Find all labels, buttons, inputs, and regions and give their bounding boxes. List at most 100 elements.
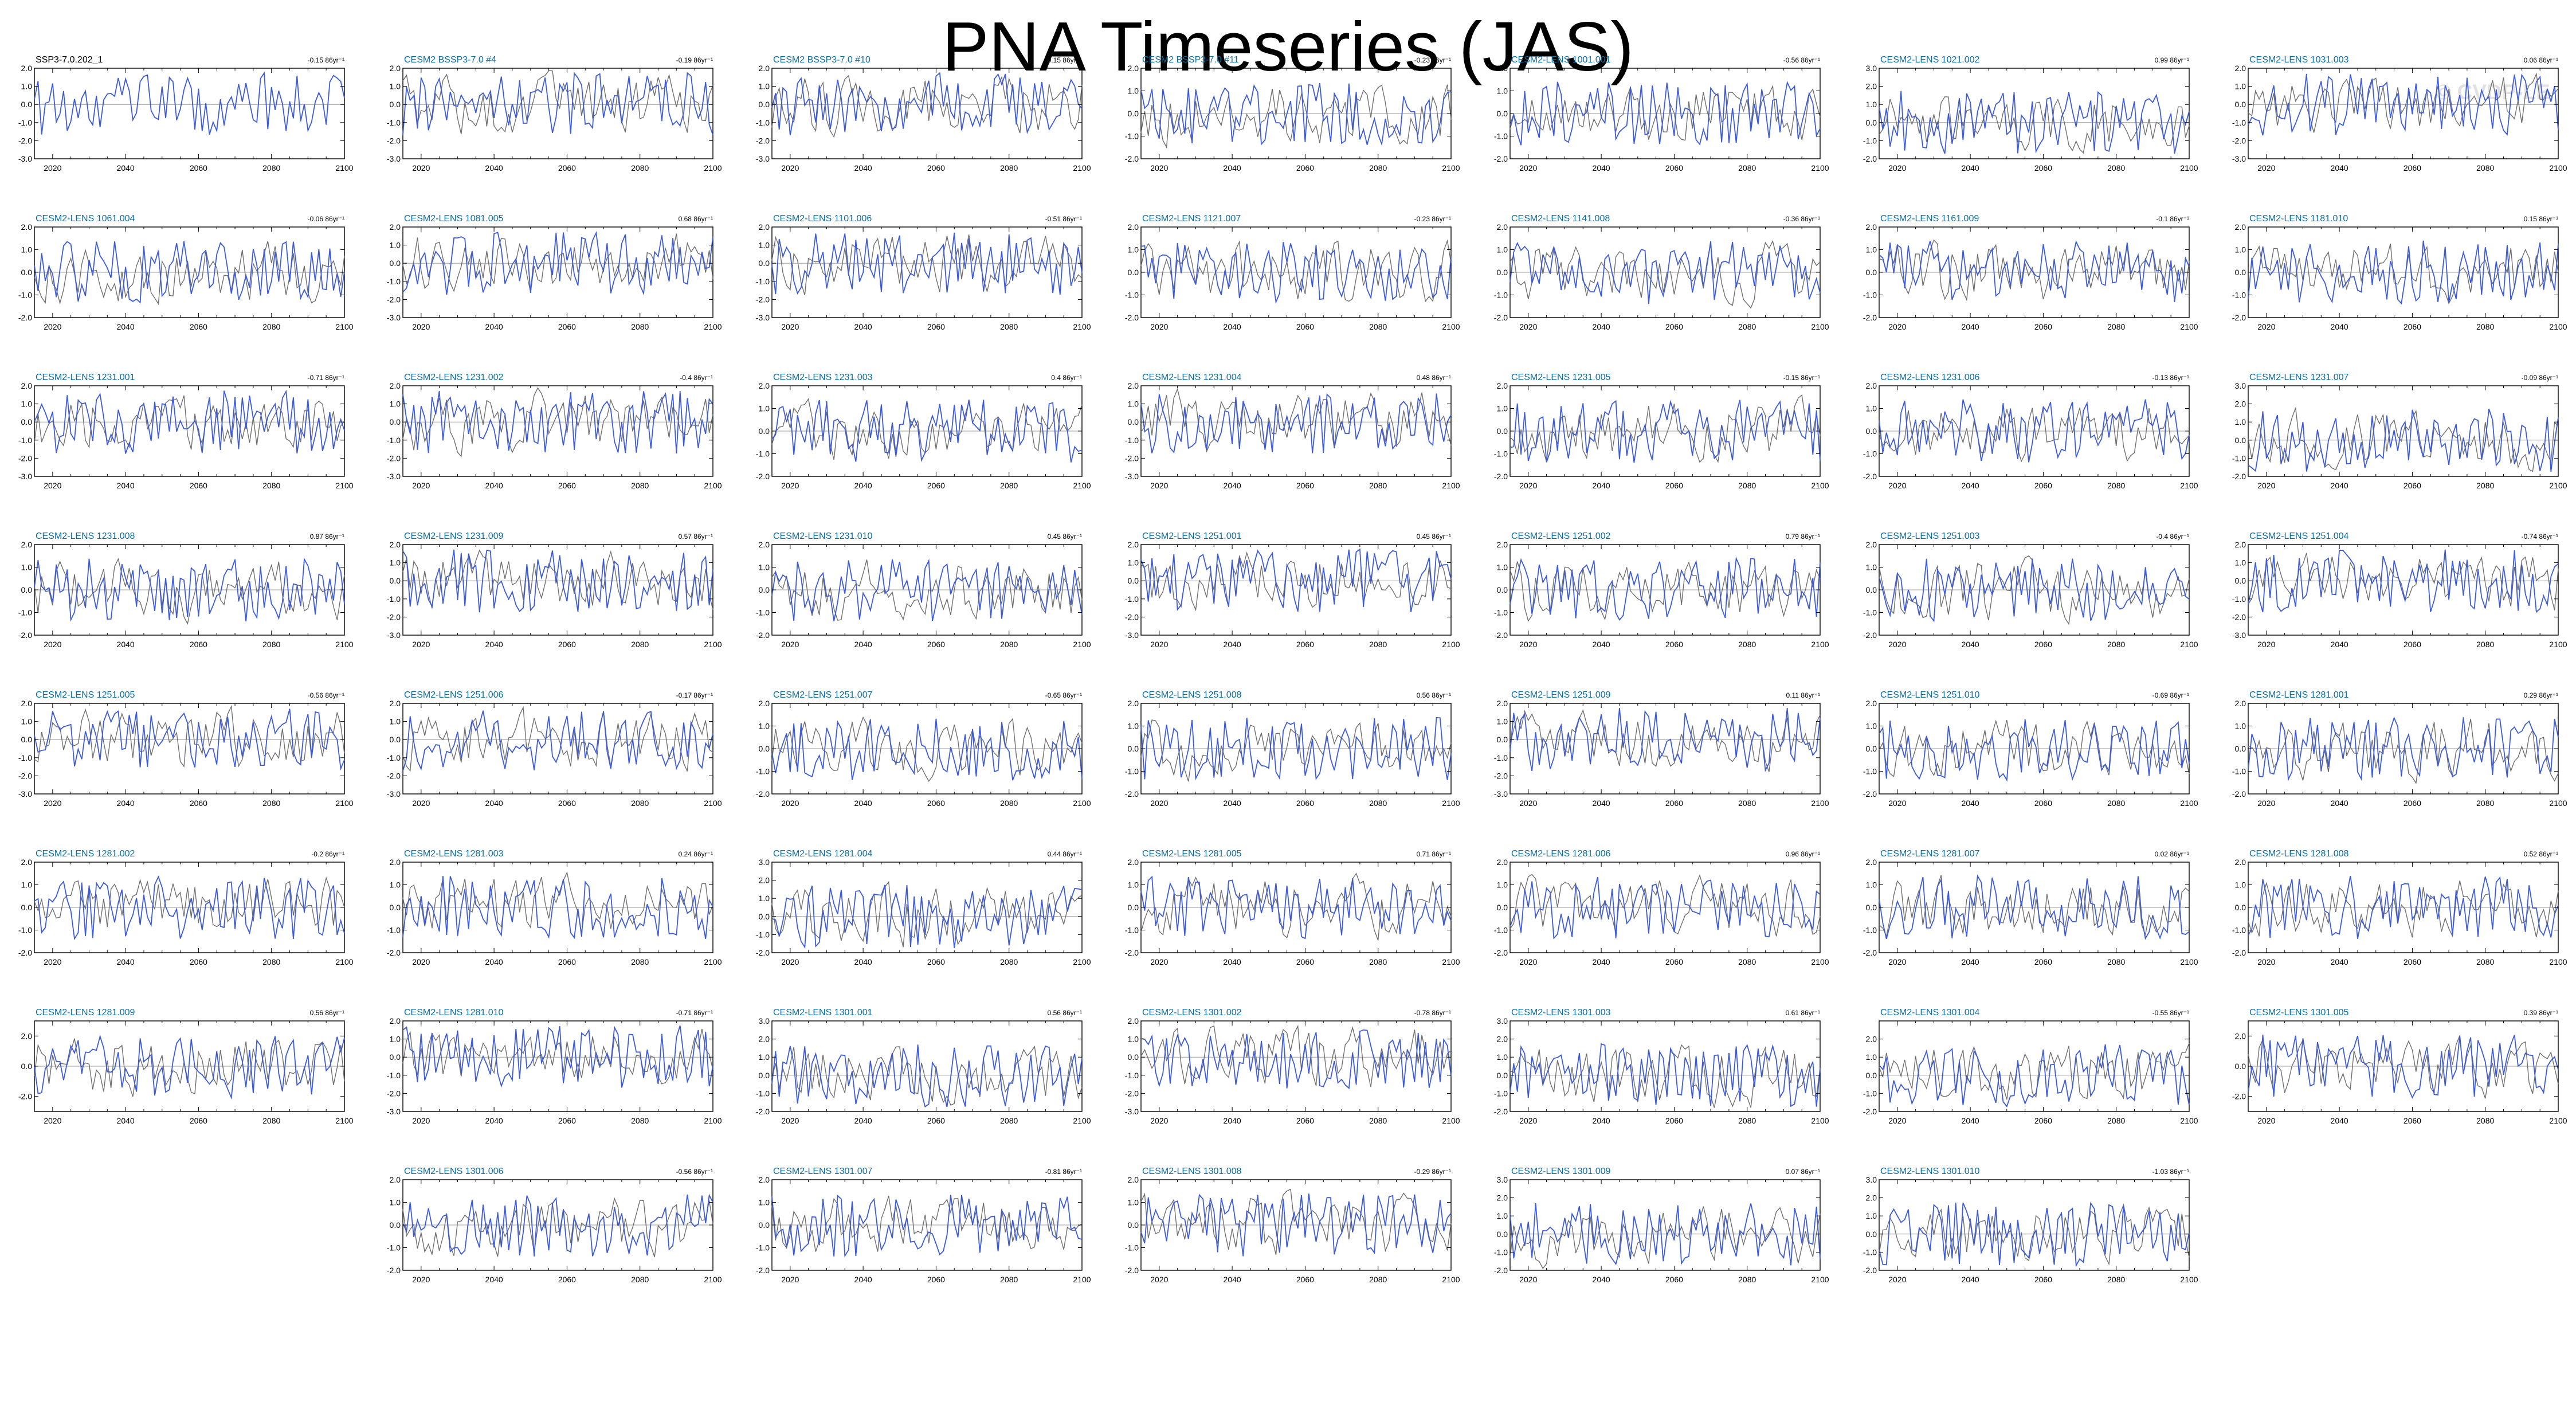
reference-series-line xyxy=(1879,719,2190,777)
x-tick-label: 2080 xyxy=(1738,799,1756,808)
x-tick-label: 2060 xyxy=(2404,163,2421,173)
x-tick-label: 2040 xyxy=(1962,322,1979,331)
x-tick-label: 2100 xyxy=(1442,481,1460,490)
plot-frame xyxy=(402,544,713,636)
x-tick-label: 2100 xyxy=(335,163,353,173)
trend-label: -0.29 86yr⁻¹ xyxy=(1414,1168,1451,1176)
ensemble-series-line xyxy=(402,549,713,613)
panel-title: CESM2 BSSP3-7.0 #11 xyxy=(1142,55,1239,65)
panel-title: CESM2 BSSP3-7.0 #10 xyxy=(773,55,871,65)
reference-series-line xyxy=(1140,1024,1452,1087)
x-tick-label: 2020 xyxy=(1519,640,1537,649)
y-tick-label: 0.0 xyxy=(1866,268,1877,277)
x-tick-label: 2040 xyxy=(854,163,872,173)
panel-title: CESM2-LENS 1301.002 xyxy=(1142,1008,1242,1017)
x-tick-label: 2020 xyxy=(1888,322,1906,331)
timeseries-panel: CESM2-LENS 1231.008 0.87 86yr⁻¹ 2.0 1.0 0.0 -… xyxy=(18,531,354,649)
ensemble-series-line xyxy=(1509,556,1821,621)
x-tick-label: 2100 xyxy=(2180,322,2198,331)
reference-series-line xyxy=(1879,96,2190,154)
y-tick-label: -1.0 xyxy=(756,1089,770,1098)
y-tick-label: -1.0 xyxy=(1863,449,1877,459)
x-tick-label: 2020 xyxy=(1150,1116,1168,1125)
timeseries-panel: CESM2-LENS 1231.006 -0.13 86yr⁻¹ 2.0 1.0 0.0… xyxy=(1863,373,2198,490)
y-tick-label: 1.0 xyxy=(759,241,770,250)
y-tick-label: -2.0 xyxy=(1863,948,1877,957)
ensemble-series-line xyxy=(1509,1203,1821,1266)
y-tick-label: 0.0 xyxy=(390,417,401,426)
x-tick-label: 2020 xyxy=(1888,640,1906,649)
x-tick-label: 2100 xyxy=(2180,481,2198,490)
trend-label: -0.13 86yr⁻¹ xyxy=(2152,374,2189,382)
reference-series-line xyxy=(771,398,1083,460)
x-tick-label: 2100 xyxy=(1073,799,1091,808)
y-tick-label: 1.0 xyxy=(1866,880,1877,890)
x-tick-label: 2080 xyxy=(2476,640,2494,649)
y-tick-label: -1.0 xyxy=(756,449,770,459)
x-tick-label: 2080 xyxy=(2476,957,2494,966)
x-tick-label: 2020 xyxy=(1150,640,1168,649)
y-tick-label: -2.0 xyxy=(1863,1107,1877,1116)
x-tick-label: 2080 xyxy=(2476,799,2494,808)
y-tick-label: -1.0 xyxy=(1494,132,1508,141)
y-tick-label: 0.0 xyxy=(1866,1071,1877,1080)
x-tick-label: 2060 xyxy=(1665,481,1683,490)
panel-title: CESM2-LENS 1301.001 xyxy=(773,1008,873,1017)
y-tick-label: -3.0 xyxy=(2232,631,2246,640)
y-tick-label: -3.0 xyxy=(1494,789,1508,799)
y-tick-label: 1.0 xyxy=(1866,245,1877,255)
y-tick-label: -1.0 xyxy=(2232,594,2246,604)
x-tick-label: 2060 xyxy=(927,163,945,173)
x-tick-label: 2040 xyxy=(117,163,135,173)
y-tick-label: -2.0 xyxy=(2232,1092,2246,1101)
reference-series-line xyxy=(2248,719,2559,785)
panel-title: CESM2-LENS 1231.003 xyxy=(773,373,873,382)
y-tick-label: -1.0 xyxy=(1863,608,1877,617)
x-tick-label: 2040 xyxy=(485,799,503,808)
plot-frame xyxy=(771,1020,1083,1112)
x-tick-label: 2040 xyxy=(1593,799,1610,808)
y-tick-label: 2.0 xyxy=(1497,699,1508,708)
timeseries-panel: CESM2-LENS 1231.003 0.4 86yr⁻¹ 2.0 1.0 0.0 -1… xyxy=(756,373,1091,490)
y-tick-label: 0.0 xyxy=(759,912,770,921)
reference-series-line xyxy=(1140,872,1452,941)
x-tick-label: 2100 xyxy=(2180,640,2198,649)
y-tick-label: -3.0 xyxy=(756,154,770,163)
y-tick-label: 0.0 xyxy=(21,100,33,109)
x-tick-label: 2040 xyxy=(1593,1275,1610,1284)
timeseries-panel: CESM2-LENS 1301.003 0.61 86yr⁻¹ 3.0 2.0 1.0 0… xyxy=(1494,1008,1829,1125)
x-tick-label: 2060 xyxy=(1296,322,1314,331)
y-tick-label: 1.0 xyxy=(1128,87,1139,96)
x-tick-label: 2080 xyxy=(262,1116,280,1125)
y-tick-label: 2.0 xyxy=(1128,858,1139,867)
x-tick-label: 2040 xyxy=(1962,799,1979,808)
timeseries-panel: CESM2-LENS 1281.008 0.52 86yr⁻¹ 2.0 1.0 0.0 -… xyxy=(2232,849,2567,966)
y-tick-label: 0.0 xyxy=(390,1220,401,1230)
ensemble-series-line xyxy=(1140,83,1452,146)
x-tick-label: 2020 xyxy=(1519,481,1537,490)
y-tick-label: 0.0 xyxy=(390,576,401,585)
trend-label: -0.4 86yr⁻¹ xyxy=(2156,533,2189,541)
y-tick-label: 2.0 xyxy=(2235,400,2246,409)
x-tick-label: 2100 xyxy=(1442,640,1460,649)
x-tick-label: 2080 xyxy=(631,640,649,649)
y-tick-label: 2.0 xyxy=(1866,699,1877,708)
panel-title: CESM2-LENS 1281.008 xyxy=(2249,849,2349,859)
trend-label: -0.15 86yr⁻¹ xyxy=(308,56,344,64)
timeseries-panel: CESM2-LENS 1301.007 -0.81 86yr⁻¹ 2.0 1.0 0.0… xyxy=(756,1167,1091,1284)
y-tick-label: 1.0 xyxy=(390,558,401,567)
ensemble-series-line xyxy=(2248,1034,2559,1099)
ensemble-series-line xyxy=(402,876,713,940)
reference-series-line xyxy=(2248,880,2559,938)
panel-title: CESM2-LENS 1081.005 xyxy=(404,214,504,224)
y-tick-label: -1.0 xyxy=(2232,453,2246,463)
y-tick-label: 2.0 xyxy=(1866,222,1877,232)
y-tick-label: 1.0 xyxy=(390,241,401,250)
x-tick-label: 2100 xyxy=(1811,481,1829,490)
x-tick-label: 2040 xyxy=(1224,481,1241,490)
x-tick-label: 2040 xyxy=(2331,322,2348,331)
x-tick-label: 2100 xyxy=(704,799,722,808)
panel-title: CESM2-LENS 1281.005 xyxy=(1142,849,1242,859)
panel-title: CESM2-LENS 1251.005 xyxy=(36,690,135,700)
panel-title: CESM2-LENS 1031.003 xyxy=(2249,55,2349,65)
